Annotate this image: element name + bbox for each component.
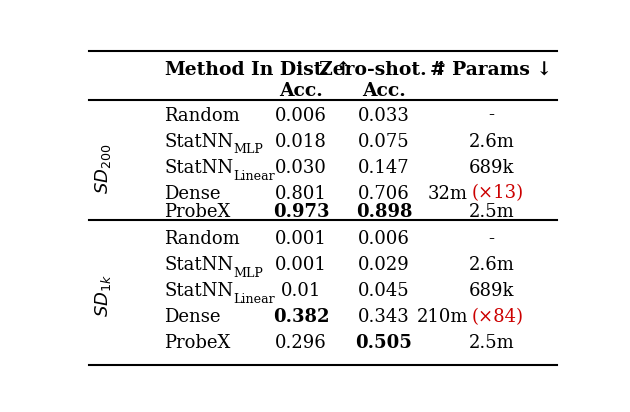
Text: 0.018: 0.018 (275, 133, 327, 150)
Text: 0.505: 0.505 (355, 334, 413, 352)
Text: (×84): (×84) (472, 308, 524, 325)
Text: 2.5m: 2.5m (469, 334, 514, 352)
Text: 0.706: 0.706 (358, 185, 410, 203)
Text: In Dist. ↑: In Dist. ↑ (251, 61, 351, 79)
Text: $SD_{1k}$: $SD_{1k}$ (93, 274, 113, 317)
Text: 0.147: 0.147 (358, 159, 410, 176)
Text: 0.030: 0.030 (275, 159, 327, 176)
Text: 0.029: 0.029 (358, 255, 410, 274)
Text: StatNN: StatNN (164, 159, 233, 176)
Text: 0.006: 0.006 (358, 229, 410, 248)
Text: StatNN: StatNN (164, 133, 233, 150)
Text: Acc.: Acc. (362, 82, 406, 100)
Text: MLP: MLP (233, 143, 263, 157)
Text: 32m: 32m (428, 185, 468, 203)
Text: StatNN: StatNN (164, 282, 233, 300)
Text: 0.033: 0.033 (358, 106, 410, 124)
Text: 0.001: 0.001 (275, 229, 327, 248)
Text: 0.001: 0.001 (275, 255, 327, 274)
Text: 0.801: 0.801 (275, 185, 327, 203)
Text: Zero-shot. ↑: Zero-shot. ↑ (319, 61, 449, 79)
Text: 0.973: 0.973 (273, 203, 329, 221)
Text: Method: Method (164, 61, 245, 79)
Text: 210m: 210m (416, 308, 468, 325)
Text: 0.382: 0.382 (273, 308, 329, 325)
Text: Linear: Linear (233, 169, 275, 183)
Text: ProbeX: ProbeX (164, 203, 231, 221)
Text: Dense: Dense (164, 308, 220, 325)
Text: Acc.: Acc. (279, 82, 323, 100)
Text: 0.296: 0.296 (275, 334, 327, 352)
Text: Dense: Dense (164, 185, 220, 203)
Text: 0.898: 0.898 (356, 203, 412, 221)
Text: # Params ↓: # Params ↓ (430, 61, 553, 79)
Text: 2.5m: 2.5m (469, 203, 514, 221)
Text: 689k: 689k (469, 159, 514, 176)
Text: 0.01: 0.01 (281, 282, 321, 300)
Text: 689k: 689k (469, 282, 514, 300)
Text: MLP: MLP (233, 267, 263, 280)
Text: 2.6m: 2.6m (468, 133, 514, 150)
Text: 0.006: 0.006 (275, 106, 327, 124)
Text: StatNN: StatNN (164, 255, 233, 274)
Text: ProbeX: ProbeX (164, 334, 231, 352)
Text: Linear: Linear (233, 293, 275, 306)
Text: Random: Random (164, 229, 240, 248)
Text: 0.343: 0.343 (358, 308, 410, 325)
Text: -: - (488, 229, 495, 248)
Text: 0.045: 0.045 (358, 282, 410, 300)
Text: -: - (488, 106, 495, 124)
Text: 2.6m: 2.6m (468, 255, 514, 274)
Text: Random: Random (164, 106, 240, 124)
Text: $SD_{200}$: $SD_{200}$ (93, 143, 113, 194)
Text: 0.075: 0.075 (358, 133, 410, 150)
Text: (×13): (×13) (472, 185, 524, 203)
